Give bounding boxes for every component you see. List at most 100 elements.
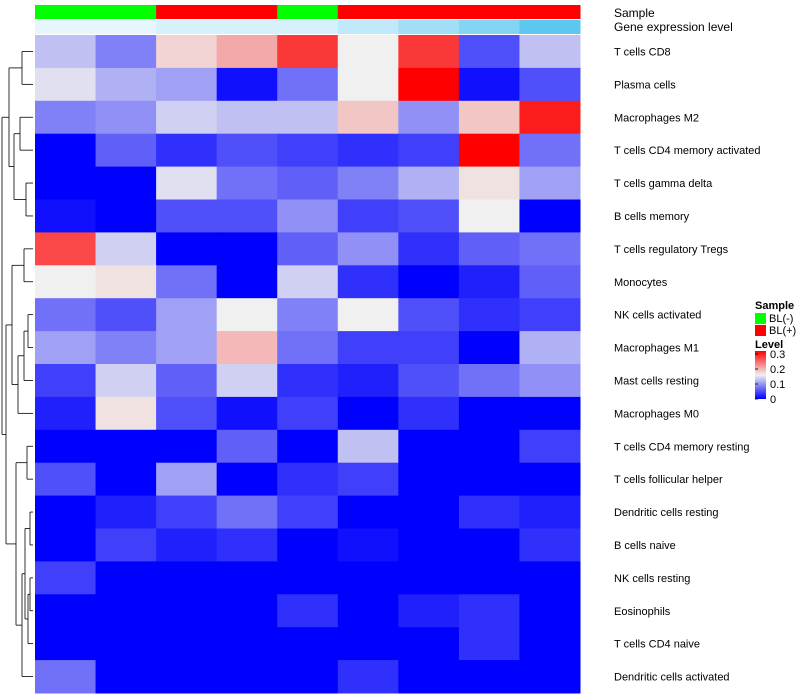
heatmap-cell-r12-c5 <box>337 429 399 464</box>
heatmap-cell-r10-c2 <box>156 364 218 398</box>
heatmap-cell-r4-c3 <box>216 166 278 200</box>
heatmap-cell-r13-c1 <box>95 462 157 497</box>
heatmap-cell-r18-c7 <box>458 627 520 661</box>
heatmap-cell-r5-c3 <box>216 199 278 233</box>
heatmap-cell-r17-c6 <box>398 594 460 628</box>
heatmap-cell-r5-c7 <box>458 199 520 233</box>
row-label-9: Macrophages M1 <box>614 343 699 355</box>
heatmap-cell-r10-c1 <box>95 364 157 398</box>
legend-label-bl-pos: BL(+) <box>769 325 796 337</box>
heatmap-cell-r0-c4 <box>277 35 339 69</box>
heatmap-cell-r11-c6 <box>398 396 460 431</box>
heatmap-cell-r2-c5 <box>337 100 399 135</box>
row-label-5: B cells memory <box>614 211 690 223</box>
heatmap-cell-r18-c3 <box>216 627 278 661</box>
heatmap-cell-r11-c4 <box>277 396 339 431</box>
heatmap-cell-r2-c7 <box>458 100 520 135</box>
row-label-4: T cells gamma delta <box>614 178 713 190</box>
annotation-label-expression: Gene expression level <box>614 20 733 34</box>
heatmap-cell-r5-c0 <box>35 199 97 233</box>
heatmap-cell-r19-c1 <box>95 660 157 694</box>
heatmap-cell-r4-c4 <box>277 166 339 200</box>
heatmap-cell-r10-c4 <box>277 364 339 398</box>
legend: Sample BL(-) BL(+) Level 0.3 0.2 0.1 0 <box>755 300 796 406</box>
heatmap-cell-r12-c3 <box>216 429 278 464</box>
heatmap-cell-r17-c2 <box>156 594 218 628</box>
heatmap-cell-r4-c7 <box>458 166 520 200</box>
heatmap-cell-r14-c3 <box>216 495 278 529</box>
row-dendrogram <box>1 51 33 677</box>
heatmap-cell-r14-c1 <box>95 495 157 529</box>
heatmap-cell-r8-c6 <box>398 298 460 332</box>
heatmap-cell-r3-c7 <box>458 133 520 168</box>
row-label-7: Monocytes <box>614 277 668 289</box>
heatmap-cell-r13-c8 <box>519 462 581 497</box>
heatmap-cell-r11-c8 <box>519 396 581 431</box>
heatmap-cell-r4-c2 <box>156 166 218 200</box>
heatmap-cell-r1-c6 <box>398 67 460 102</box>
heatmap-cell-r19-c6 <box>398 660 460 694</box>
heatmap-cell-r3-c6 <box>398 133 460 168</box>
row-label-10: Mast cells resting <box>614 375 699 387</box>
heatmap-cell-r16-c7 <box>458 561 520 595</box>
heatmap-cell-r7-c0 <box>35 265 97 299</box>
heatmap-cell-r8-c4 <box>277 298 339 332</box>
annotation-sample-cell-7 <box>458 5 520 19</box>
heatmap-cell-r12-c4 <box>277 429 339 464</box>
legend-swatch-bl-pos <box>755 325 766 336</box>
annotation-sample-cell-5 <box>337 5 399 19</box>
heatmap-cell-r9-c6 <box>398 331 460 365</box>
heatmap-cell-r16-c8 <box>519 561 581 595</box>
heatmap-cell-r9-c3 <box>216 331 278 365</box>
heatmap-cell-r14-c0 <box>35 495 97 529</box>
heatmap-cell-r1-c5 <box>337 67 399 102</box>
heatmap-cell-r13-c6 <box>398 462 460 497</box>
heatmap-cell-r19-c8 <box>519 660 581 694</box>
heatmap-cell-r2-c4 <box>277 100 339 135</box>
heatmap-cell-r0-c0 <box>35 35 97 69</box>
heatmap-cell-r6-c6 <box>398 232 460 266</box>
annotation-sample-cell-0 <box>35 5 97 19</box>
heatmap-cell-r5-c5 <box>337 199 399 233</box>
heatmap-cell-r13-c5 <box>337 462 399 497</box>
heatmap-cell-r19-c0 <box>35 660 97 694</box>
legend-level-title: Level <box>755 339 783 351</box>
row-label-18: T cells CD4 naive <box>614 639 700 651</box>
heatmap-cell-r0-c1 <box>95 35 157 69</box>
heatmap-cell-r11-c7 <box>458 396 520 431</box>
legend-tick-label-3: 0 <box>770 394 776 406</box>
row-label-17: Eosinophils <box>614 606 671 618</box>
heatmap-cell-r7-c6 <box>398 265 460 299</box>
row-labels: T cells CD8 Plasma cells Macrophages M2 T c… <box>614 46 761 683</box>
heatmap-cell-r9-c4 <box>277 331 339 365</box>
heatmap-cell-r6-c4 <box>277 232 339 266</box>
heatmap-cell-r0-c2 <box>156 35 218 69</box>
heatmap-cell-r14-c7 <box>458 495 520 529</box>
heatmap-cell-r15-c7 <box>458 528 520 562</box>
annotation-sample-cell-6 <box>398 5 460 19</box>
heatmap-cell-r1-c0 <box>35 67 97 102</box>
heatmap-cell-r9-c1 <box>95 331 157 365</box>
heatmap-cell-r14-c6 <box>398 495 460 529</box>
heatmap-cell-r3-c5 <box>337 133 399 168</box>
heatmap-cell-r3-c2 <box>156 133 218 168</box>
heatmap-cell-r8-c5 <box>337 298 399 332</box>
row-label-0: T cells CD8 <box>614 46 671 58</box>
heatmap-cell-r6-c0 <box>35 232 97 266</box>
heatmap-cell-r11-c2 <box>156 396 218 431</box>
heatmap-cell-r3-c4 <box>277 133 339 168</box>
heatmap-cell-r17-c5 <box>337 594 399 628</box>
heatmap-cell-r2-c6 <box>398 100 460 135</box>
heatmap-cell-r2-c2 <box>156 100 218 135</box>
heatmap-cell-r19-c5 <box>337 660 399 694</box>
row-label-2: Macrophages M2 <box>614 112 699 124</box>
heatmap-cell-r12-c1 <box>95 429 157 464</box>
heatmap-cell-r8-c7 <box>458 298 520 332</box>
heatmap-cell-r2-c3 <box>216 100 278 135</box>
heatmap-cell-r10-c5 <box>337 364 399 398</box>
heatmap-cell-r8-c0 <box>35 298 97 332</box>
heatmap-cell-r9-c0 <box>35 331 97 365</box>
annotation-expression-cell-4 <box>277 20 339 34</box>
heatmap-cell-r17-c4 <box>277 594 339 628</box>
